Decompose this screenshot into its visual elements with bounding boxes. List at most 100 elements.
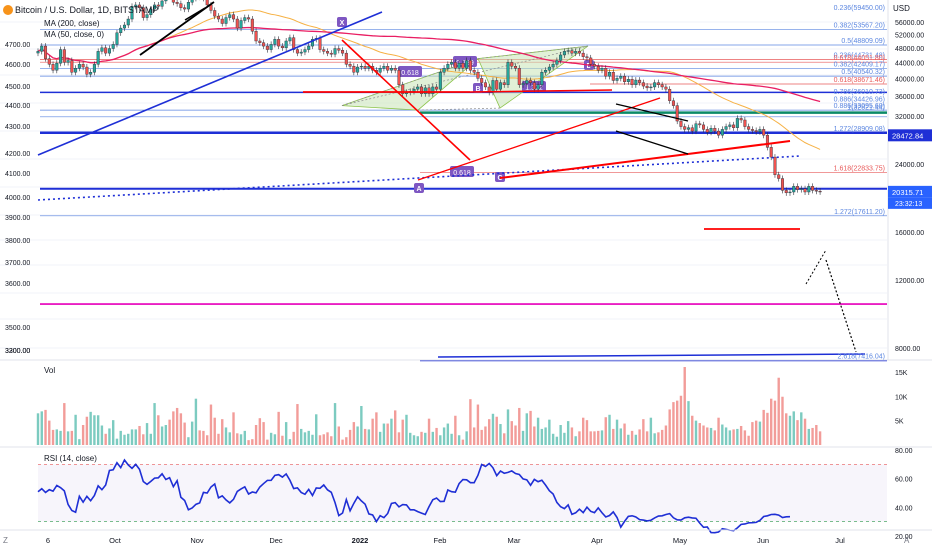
- candle-body: [153, 4, 157, 10]
- candle-body: [122, 24, 126, 29]
- chart-title: Bitcoin / U.S. Dollar, 1D, BITSTAMP: [15, 5, 158, 15]
- volume-bar: [134, 429, 137, 445]
- candle-body: [574, 51, 578, 54]
- volume-bar: [600, 430, 604, 445]
- time-tick-label: Dec: [269, 536, 283, 545]
- time-tick-label: Jun: [757, 536, 769, 545]
- candle-body: [453, 62, 457, 69]
- fib-level-label: 0.786(36010.73): [834, 89, 885, 96]
- volume-bar: [108, 428, 111, 445]
- volume-bar: [269, 432, 273, 445]
- candle-body: [675, 105, 679, 122]
- fibonacci-labels: 0.236(59450.00) 0.382(53567.20) 0.5(48809.…: [834, 5, 885, 361]
- volume-bar: [194, 398, 198, 445]
- volume-bar: [153, 403, 156, 445]
- volume-bar: [431, 431, 434, 445]
- candle-body: [679, 120, 683, 127]
- candle-body: [671, 100, 675, 106]
- left-tick-label: 3700.00: [5, 260, 30, 267]
- volume-bar: [157, 415, 160, 445]
- candle-body: [438, 72, 442, 90]
- currency-label: USD: [893, 4, 910, 13]
- legend-ma200: MA (200, close): [44, 19, 100, 28]
- candle-body: [811, 186, 815, 191]
- trend-line-9: [615, 103, 689, 122]
- candle-body: [799, 188, 803, 190]
- volume-bar: [172, 411, 175, 445]
- candle-body: [728, 124, 732, 127]
- volume-bar: [811, 427, 814, 445]
- auto-scale-button[interactable]: A: [904, 536, 910, 545]
- candle-body: [758, 129, 762, 132]
- volume-bar: [457, 435, 461, 445]
- volume-bar: [758, 421, 762, 445]
- volume-bar: [563, 432, 566, 445]
- volume-bar: [356, 426, 359, 445]
- legend: Bitcoin / U.S. Dollar, 1D, BITSTAMP MA (…: [3, 4, 910, 39]
- candle-body: [262, 42, 266, 47]
- trend-drawings: [37, 1, 866, 358]
- volume-bar: [634, 434, 638, 445]
- volume-bar: [585, 420, 589, 445]
- volume-bar: [104, 433, 107, 445]
- candle-body: [74, 68, 78, 73]
- volume-bar: [409, 432, 412, 445]
- candle-body: [626, 79, 630, 82]
- volume-bar: [266, 439, 269, 445]
- candle-body: [239, 20, 243, 29]
- right-tick-label: 48000.00: [895, 46, 924, 53]
- candle-body: [303, 49, 307, 53]
- volume-bar: [198, 430, 201, 445]
- volume-bar: [491, 413, 495, 445]
- volume-bar: [465, 431, 468, 445]
- candle-body: [450, 62, 454, 65]
- fib-level-label: 1(32821.44): [847, 105, 885, 112]
- volume-bar: [630, 430, 634, 445]
- volume-bar: [292, 431, 295, 445]
- volume-bar: [529, 410, 532, 445]
- candle-body: [307, 45, 311, 50]
- candle-body: [623, 76, 627, 82]
- zoom-button[interactable]: Z: [3, 536, 8, 545]
- volume-bar: [442, 427, 446, 445]
- candle-body: [686, 127, 690, 130]
- fib-level-label: 0.5(40540.32): [841, 69, 885, 76]
- volume-bar: [548, 419, 551, 445]
- volume-bar: [818, 431, 822, 445]
- volume-bar: [691, 415, 694, 445]
- volume-bar: [461, 439, 465, 445]
- volume-bar: [281, 435, 284, 445]
- candle-body: [765, 134, 769, 148]
- volume-bar: [348, 429, 352, 445]
- volume-bar: [736, 428, 739, 445]
- candle-body: [115, 32, 119, 45]
- volume-bar: [785, 413, 788, 445]
- left-tick-label: 4200.00: [5, 151, 30, 158]
- volume-bar: [566, 421, 570, 445]
- candle-body: [510, 62, 514, 67]
- right-price-axis: 56000.00 52000.00 48000.00 44000.00 40000.00…: [887, 0, 932, 360]
- volume-bar: [807, 428, 810, 445]
- candle-body: [363, 66, 367, 69]
- candle-body: [265, 45, 269, 50]
- volume-bar: [284, 422, 288, 445]
- candle-body: [615, 78, 619, 81]
- volume-bar: [311, 434, 314, 445]
- volume-bar: [93, 415, 96, 445]
- volume-bar: [653, 433, 656, 445]
- candle-body: [735, 118, 739, 128]
- volume-tick-label: 5K: [895, 419, 904, 426]
- volume-bar: [394, 410, 397, 445]
- volume-bar: [506, 409, 510, 445]
- candle-body: [149, 8, 153, 15]
- fib-level-label: 2.618(7416.04): [838, 354, 885, 361]
- volume-bar: [589, 431, 592, 445]
- volume-bar: [657, 432, 660, 445]
- candle-body: [397, 69, 401, 85]
- volume-bar: [367, 429, 371, 445]
- time-tick-label: 2022: [352, 536, 369, 545]
- candle-body: [104, 47, 108, 54]
- candle-body: [299, 51, 303, 54]
- volume-bar: [130, 429, 134, 445]
- price-tag-background: [888, 185, 932, 198]
